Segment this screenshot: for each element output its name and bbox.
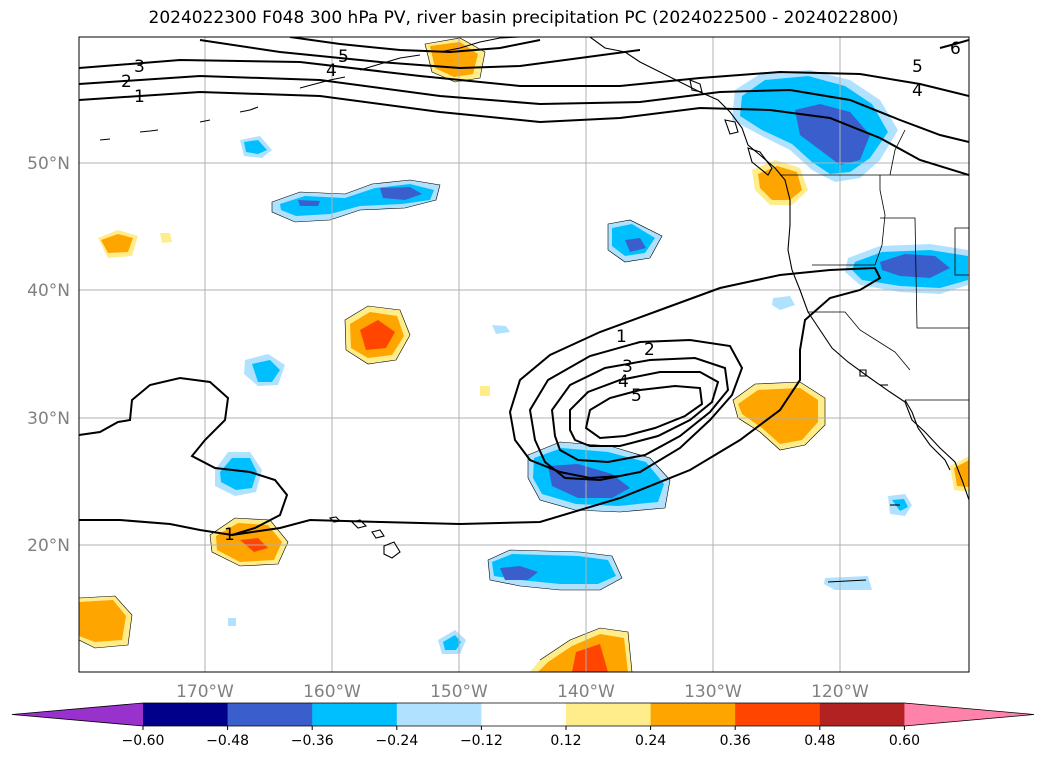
lat-label-40n: 40°N [27,281,70,301]
pv-label-5-streamer: 5 [631,386,642,406]
map-layers: 3 2 1 4 5 5 4 6 1 2 3 4 5 1 [79,37,969,672]
pv-label-5: 5 [338,47,349,67]
colorbar-tick-label: −0.24 [375,733,418,749]
pv-label-4-east: 4 [912,81,923,101]
longitude-labels: 170°W 160°W 150°W 140°W 130°W 120°W [176,682,869,702]
colorbar-tick-label: −0.12 [460,733,503,749]
colorbar-tick-label: 0.12 [550,733,581,749]
lat-label-30n: 30°N [27,409,70,429]
colorbar-tick-label: 0.36 [720,733,751,749]
colorbar-tick-label: 0.60 [889,733,920,749]
colorbar-segment [143,703,229,726]
lat-label-20n: 20°N [27,536,70,556]
pv-label-2-streamer: 2 [644,340,655,360]
pv-contours [79,37,969,537]
precipitation-contour-outlines [79,37,826,672]
pv-label-5-east: 5 [912,57,923,77]
lon-label-160w: 160°W [303,682,361,702]
lon-label-130w: 130°W [684,682,742,702]
latitude-labels: 50°N 40°N 30°N 20°N [27,154,70,556]
lon-label-170w: 170°W [176,682,234,702]
lat-label-50n: 50°N [27,154,70,174]
pv-contour-labels: 3 2 1 4 5 5 4 6 1 2 3 4 5 1 [121,39,961,545]
colorbar-tick-label: 0.48 [804,733,835,749]
map-title: 2024022300 F048 300 hPa PV, river basin … [148,8,899,28]
precipitation-positive-anomalies [79,38,969,672]
colorbar-segment [735,703,821,726]
colorbar-extension-max [904,703,1034,726]
colorbar-extension-min [12,703,143,726]
colorbar-segment [650,703,736,726]
lon-label-120w: 120°W [811,682,869,702]
coastlines [99,37,969,583]
political-borders [780,129,969,401]
precipitation-negative-anomalies [215,70,968,654]
colorbar-segment [481,703,567,726]
colorbar-tick-label: 0.24 [635,733,666,749]
pv-label-2: 2 [121,72,132,92]
colorbar-tick-label: −0.36 [291,733,334,749]
pv-label-1: 1 [134,87,145,107]
pv-label-6: 6 [950,39,961,59]
colorbar: −0.60 −0.48 −0.36 −0.24 −0.12 0.12 0.24 0.36 0.4… [11,702,1035,749]
colorbar-segment [396,703,482,726]
graticule [79,37,969,672]
colorbar-segment [819,703,905,726]
colorbar-segment [227,703,313,726]
pv-label-1-streamer: 1 [616,327,627,347]
pv-label-4-streamer: 4 [618,372,629,392]
map-frame [78,36,970,673]
pv-label-4: 4 [326,61,337,81]
colorbar-tick-label: −0.48 [206,733,249,749]
pv-label-3-streamer: 3 [622,357,633,377]
lon-label-140w: 140°W [557,682,615,702]
colorbar-tick-label: −0.60 [122,733,165,749]
lon-label-150w: 150°W [430,682,488,702]
pv-label-1-west: 1 [224,525,235,545]
pv-label-3: 3 [134,57,145,77]
colorbar-segment [566,703,652,726]
colorbar-segment [312,703,398,726]
